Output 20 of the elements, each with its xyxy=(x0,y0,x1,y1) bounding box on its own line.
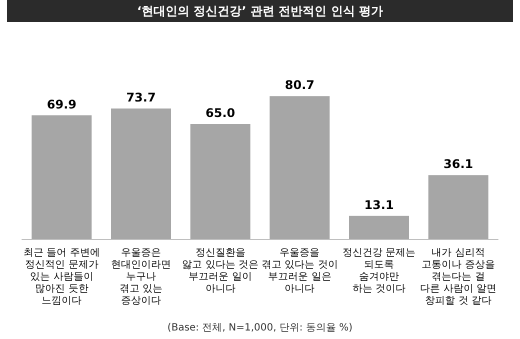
data-label: 36.1 xyxy=(444,157,474,172)
data-label: 13.1 xyxy=(364,198,394,212)
bar xyxy=(190,124,250,239)
data-label: 69.9 xyxy=(46,97,76,112)
data-label: 73.7 xyxy=(126,90,156,105)
chart-title: ‘현대인의 정신건강’ 관련 전반적인 인식 평가 xyxy=(136,4,384,18)
x-tick-label: 정신질환을 앓고 있다는 것은 부끄러운 일이 아니다 xyxy=(182,248,259,294)
bar xyxy=(428,175,488,239)
x-tick-label: 정신건강 문제는 되도록 숨겨야만 하는 것이다 xyxy=(342,248,416,294)
text: (Base: 전체, N=1,000, 단위: 동의율 %) xyxy=(167,322,353,334)
x-tick-label: 최근 들어 주변에 정신적인 문제가 있는 사람들이 많아진 듯한 느낌이다 xyxy=(23,248,100,306)
bar xyxy=(270,96,330,239)
x-tick-label: 우울증은 현대인이라면 누구나 겪고 있는 증상이다 xyxy=(111,248,171,306)
data-label: 65.0 xyxy=(206,106,236,120)
bar xyxy=(32,115,92,239)
data-label: 80.7 xyxy=(284,78,314,92)
bar xyxy=(111,108,171,239)
x-tick-label: 내가 심리적 고통이나 증상을 겪는다는 걸 다른 사람이 알면 창피할 것 같다 xyxy=(420,248,497,306)
bar xyxy=(349,216,409,239)
x-tick-label: 우울증을 겪고 있다는 것이 부끄러운 일은 아니다 xyxy=(261,248,338,294)
